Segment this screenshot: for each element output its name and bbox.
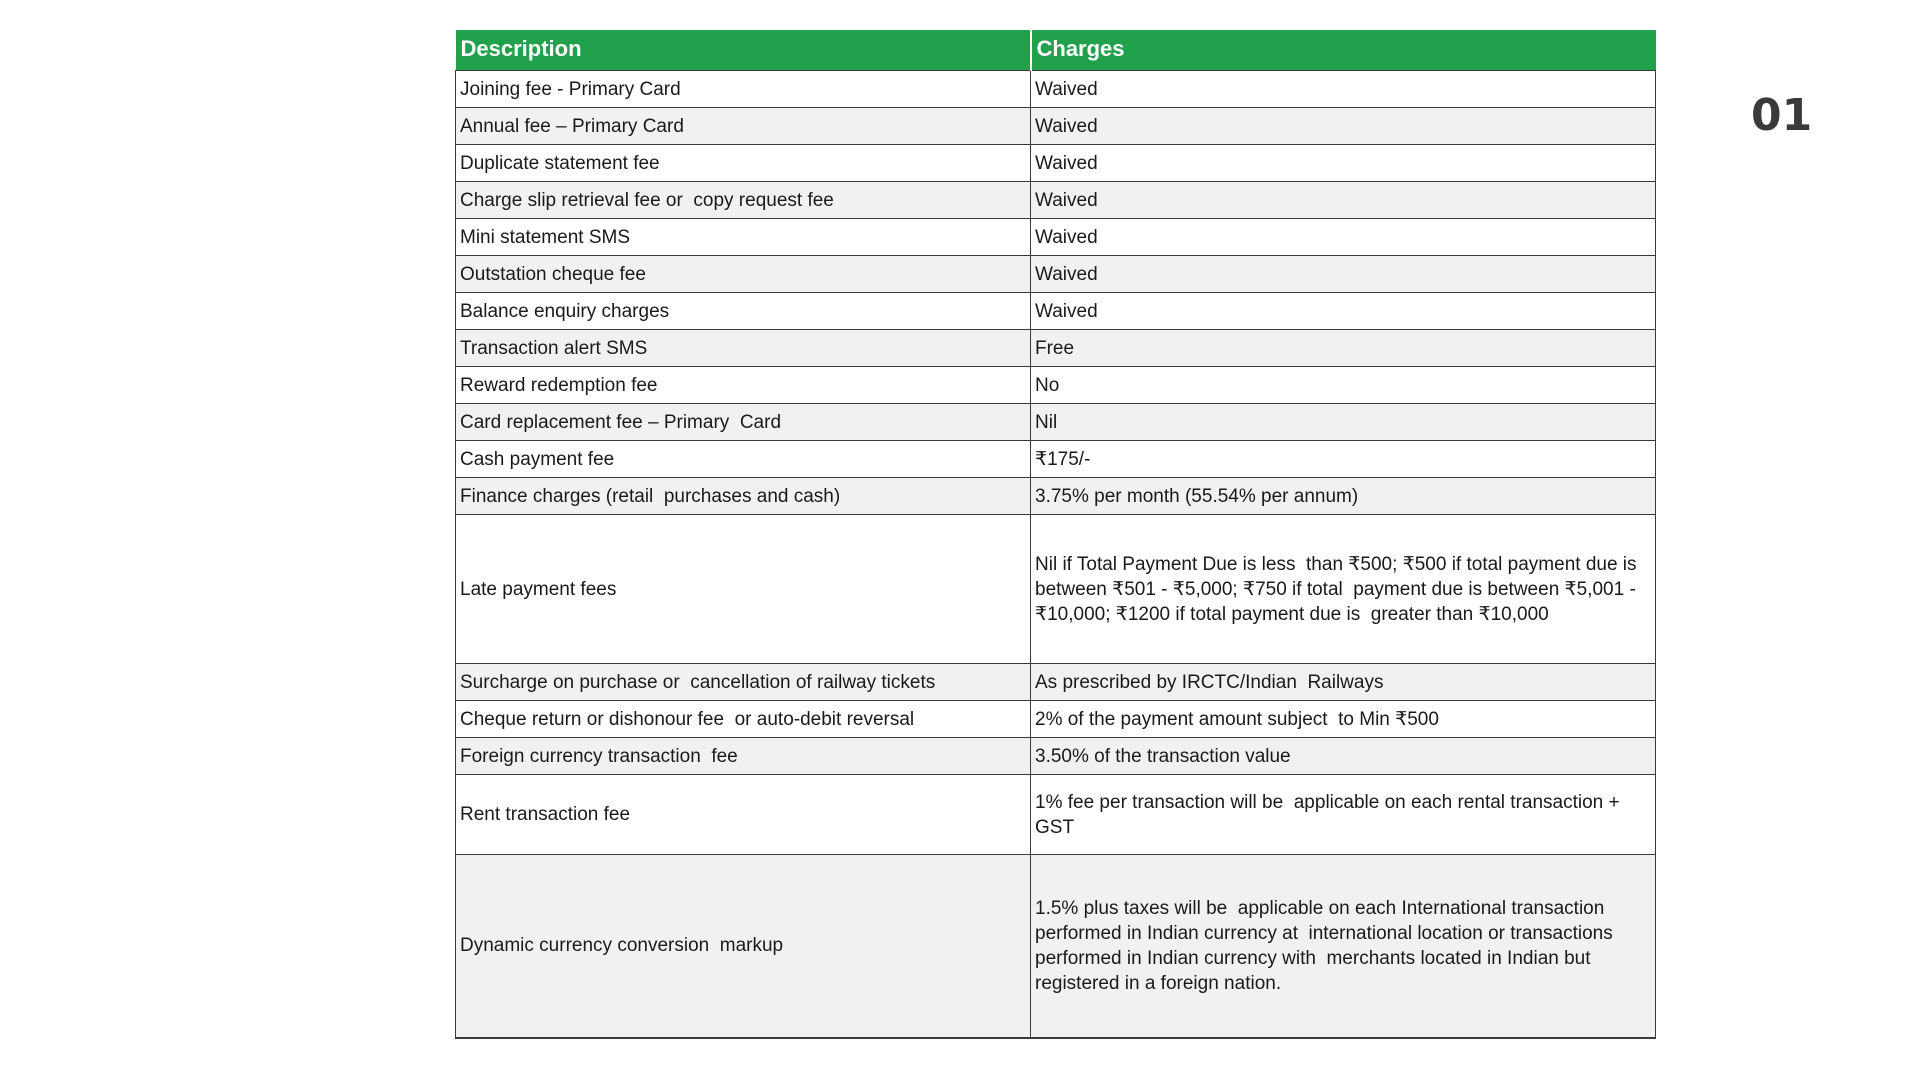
table-row: Reward redemption fee No bbox=[455, 366, 1656, 404]
cell-charges: Free bbox=[1030, 329, 1656, 367]
cell-description: Cash payment fee bbox=[455, 440, 1031, 478]
cell-charges: 2% of the payment amount subject to Min … bbox=[1030, 700, 1656, 738]
cell-charges: Waived bbox=[1030, 292, 1656, 330]
table-row: Late payment fees Nil if Total Payment D… bbox=[455, 514, 1656, 664]
cell-charges: No bbox=[1030, 366, 1656, 404]
cell-charges: 3.75% per month (55.54% per annum) bbox=[1030, 477, 1656, 515]
fees-table: Description Charges Joining fee - Primar… bbox=[455, 30, 1656, 1039]
cell-charges: Waived bbox=[1030, 70, 1656, 108]
cell-charges: 3.50% of the transaction value bbox=[1030, 737, 1656, 775]
cell-charges: 1.5% plus taxes will be applicable on ea… bbox=[1030, 854, 1656, 1039]
cell-charges: As prescribed by IRCTC/Indian Railways bbox=[1030, 663, 1656, 701]
cell-description: Foreign currency transaction fee bbox=[455, 737, 1031, 775]
table-row: Charge slip retrieval fee or copy reques… bbox=[455, 181, 1656, 219]
column-header-description: Description bbox=[455, 30, 1032, 71]
table-row: Annual fee – Primary Card Waived bbox=[455, 107, 1656, 145]
table-row: Foreign currency transaction fee 3.50% o… bbox=[455, 737, 1656, 775]
page-number: 01 bbox=[1751, 90, 1813, 141]
cell-description: Mini statement SMS bbox=[455, 218, 1031, 256]
cell-description: Charge slip retrieval fee or copy reques… bbox=[455, 181, 1031, 219]
table-row: Rent transaction fee 1% fee per transact… bbox=[455, 774, 1656, 855]
cell-charges: Waived bbox=[1030, 181, 1656, 219]
cell-charges: Waived bbox=[1030, 144, 1656, 182]
table-row: Finance charges (retail purchases and ca… bbox=[455, 477, 1656, 515]
cell-description: Surcharge on purchase or cancellation of… bbox=[455, 663, 1031, 701]
table-row: Dynamic currency conversion markup 1.5% … bbox=[455, 854, 1656, 1039]
cell-description: Card replacement fee – Primary Card bbox=[455, 403, 1031, 441]
cell-description: Late payment fees bbox=[455, 514, 1031, 664]
table-header-row: Description Charges bbox=[455, 30, 1656, 71]
cell-description: Finance charges (retail purchases and ca… bbox=[455, 477, 1031, 515]
cell-description: Rent transaction fee bbox=[455, 774, 1031, 855]
table-row: Outstation cheque fee Waived bbox=[455, 255, 1656, 293]
cell-description: Outstation cheque fee bbox=[455, 255, 1031, 293]
table-row: Joining fee - Primary Card Waived bbox=[455, 70, 1656, 108]
cell-charges: ₹175/- bbox=[1030, 440, 1656, 478]
cell-description: Duplicate statement fee bbox=[455, 144, 1031, 182]
cell-description: Transaction alert SMS bbox=[455, 329, 1031, 367]
cell-description: Annual fee – Primary Card bbox=[455, 107, 1031, 145]
cell-charges: Waived bbox=[1030, 255, 1656, 293]
cell-charges: Waived bbox=[1030, 107, 1656, 145]
table-row: Duplicate statement fee Waived bbox=[455, 144, 1656, 182]
table-row: Transaction alert SMS Free bbox=[455, 329, 1656, 367]
cell-charges: Nil bbox=[1030, 403, 1656, 441]
table-row: Balance enquiry charges Waived bbox=[455, 292, 1656, 330]
cell-description: Joining fee - Primary Card bbox=[455, 70, 1031, 108]
table-row: Surcharge on purchase or cancellation of… bbox=[455, 663, 1656, 701]
cell-description: Dynamic currency conversion markup bbox=[455, 854, 1031, 1039]
cell-description: Balance enquiry charges bbox=[455, 292, 1031, 330]
cell-description: Cheque return or dishonour fee or auto-d… bbox=[455, 700, 1031, 738]
table-row: Cheque return or dishonour fee or auto-d… bbox=[455, 700, 1656, 738]
cell-charges: 1% fee per transaction will be applicabl… bbox=[1030, 774, 1656, 855]
table-row: Cash payment fee ₹175/- bbox=[455, 440, 1656, 478]
column-header-charges: Charges bbox=[1030, 30, 1656, 71]
table-row: Mini statement SMS Waived bbox=[455, 218, 1656, 256]
cell-description: Reward redemption fee bbox=[455, 366, 1031, 404]
cell-charges: Waived bbox=[1030, 218, 1656, 256]
cell-charges: Nil if Total Payment Due is less than ₹5… bbox=[1030, 514, 1656, 664]
table-row: Card replacement fee – Primary Card Nil bbox=[455, 403, 1656, 441]
